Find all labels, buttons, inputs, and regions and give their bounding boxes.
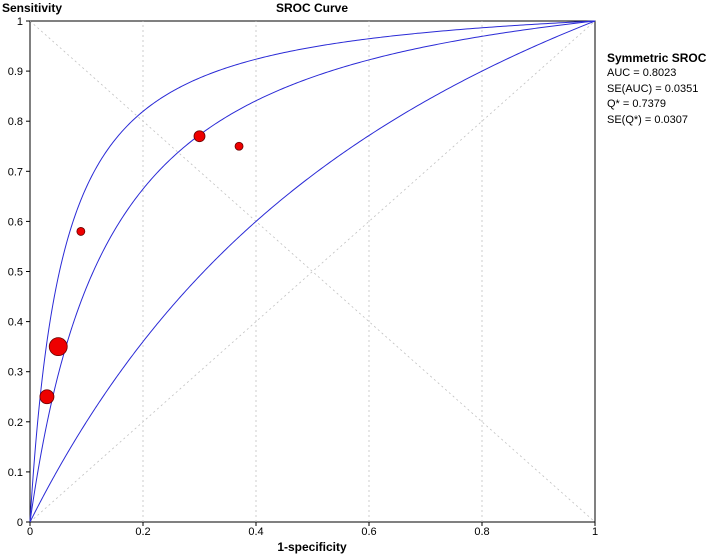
y-tick-label: 0 bbox=[17, 517, 23, 529]
x-tick-label: 0.6 bbox=[361, 526, 376, 538]
y-tick-label: 0.4 bbox=[8, 317, 23, 329]
study-point-5 bbox=[234, 141, 244, 151]
study-point-2 bbox=[48, 337, 68, 357]
y-tick-label: 1 bbox=[17, 16, 23, 28]
sroc-curves bbox=[29, 20, 596, 523]
summary-heading: Symmetric SROC bbox=[607, 51, 707, 65]
study-point-3 bbox=[76, 227, 86, 236]
y-tick-label: 0.9 bbox=[8, 66, 23, 78]
sroc-curve-2 bbox=[29, 20, 596, 523]
auc-value: AUC = 0.8023 bbox=[607, 67, 677, 80]
y-tick-label: 0.8 bbox=[8, 116, 23, 128]
x-axis-label: 1-specificity bbox=[277, 540, 347, 554]
x-tick-label: 0.8 bbox=[474, 526, 489, 538]
sroc-curve-3 bbox=[29, 20, 596, 523]
y-tick-label: 0.7 bbox=[8, 166, 23, 178]
q-star-value: Q* = 0.7379 bbox=[607, 98, 667, 111]
x-tick-label: 0 bbox=[27, 526, 33, 538]
study-point-4 bbox=[193, 130, 206, 143]
chart-title: SROC Curve bbox=[276, 1, 348, 15]
x-axis-ticks: 0 0.2 0.4 0.6 0.8 1 bbox=[27, 522, 598, 538]
x-tick-label: 1 bbox=[592, 526, 598, 538]
summary-panel: Symmetric SROC AUC = 0.8023 SE(AUC) = 0.… bbox=[607, 51, 706, 128]
x-tick-label: 0.2 bbox=[135, 526, 150, 538]
grid-diagonal-chance bbox=[29, 20, 596, 523]
y-tick-label: 0.1 bbox=[8, 467, 23, 479]
y-axis-ticks: 0 0.1 0.2 0.3 0.4 0.5 0.6 0.7 0.8 0.9 1 bbox=[8, 16, 30, 529]
sroc-curve-1 bbox=[29, 20, 596, 522]
se-auc-value: SE(AUC) = 0.0351 bbox=[607, 82, 699, 95]
y-tick-label: 0.6 bbox=[8, 216, 23, 228]
y-tick-label: 0.2 bbox=[8, 417, 23, 429]
x-tick-label: 0.4 bbox=[248, 526, 263, 538]
grid-lines bbox=[29, 20, 596, 523]
study-point-1 bbox=[39, 389, 55, 405]
se-q-star-value: SE(Q*) = 0.0307 bbox=[607, 113, 689, 126]
y-axis-label: Sensitivity bbox=[2, 1, 62, 15]
y-tick-label: 0.5 bbox=[8, 267, 23, 279]
study-points bbox=[39, 130, 244, 405]
grid-diagonal-q-line bbox=[29, 20, 596, 523]
y-tick-label: 0.3 bbox=[8, 367, 23, 379]
